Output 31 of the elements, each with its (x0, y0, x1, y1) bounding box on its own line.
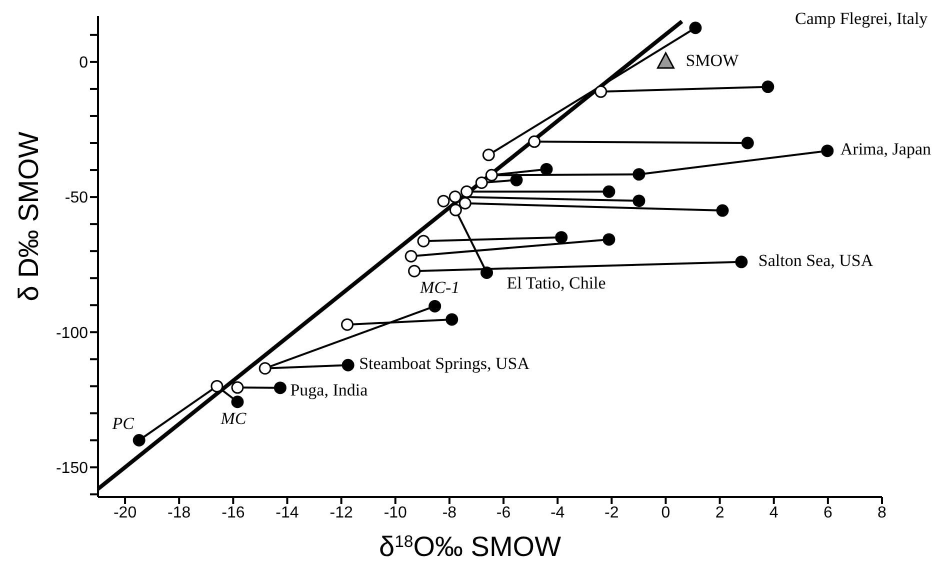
annotation: Camp Flegrei, Italy (795, 8, 928, 28)
x-tick-label: 2 (715, 504, 724, 522)
x-tick-label: 4 (769, 504, 778, 522)
y-tick-label: -100 (56, 324, 88, 342)
x-tick-label: -2 (604, 504, 619, 522)
x-tick-label: -18 (168, 504, 191, 522)
annotation: MC (220, 408, 247, 428)
x-tick-label: -20 (113, 504, 137, 522)
annotation: SMOW (686, 50, 740, 70)
x-axis-title: δ$^{18}$O‰ SMOW (378, 531, 562, 562)
annotation: Salton Sea, USA (758, 250, 874, 270)
x-tick-label: 8 (878, 504, 887, 522)
x-tick-label: 0 (661, 504, 670, 522)
x-tick-label: -8 (442, 504, 457, 522)
annotation: El Tatio, Chile (506, 274, 606, 293)
y-axis-title: δ D‰ SMOW (13, 131, 44, 302)
annotation: Arima, Japan (840, 140, 932, 159)
x-tick-label: 6 (823, 504, 832, 522)
x-tick-label: -4 (550, 504, 565, 522)
y-tick-label: -150 (56, 460, 88, 477)
x-tick-label: -16 (222, 504, 245, 522)
annotation: Puga, India (290, 380, 368, 400)
x-tick-label: -14 (276, 504, 299, 522)
annotation: MC-1 (419, 278, 460, 298)
annotation: PC (111, 414, 135, 434)
y-tick-label: -50 (64, 190, 88, 207)
x-tick-label: -6 (496, 504, 511, 522)
annotation: Steamboat Springs, USA (359, 354, 530, 374)
x-tick-label: -10 (384, 504, 408, 522)
x-tick-label: -12 (330, 504, 353, 522)
y-tick-label: 0 (79, 54, 88, 72)
